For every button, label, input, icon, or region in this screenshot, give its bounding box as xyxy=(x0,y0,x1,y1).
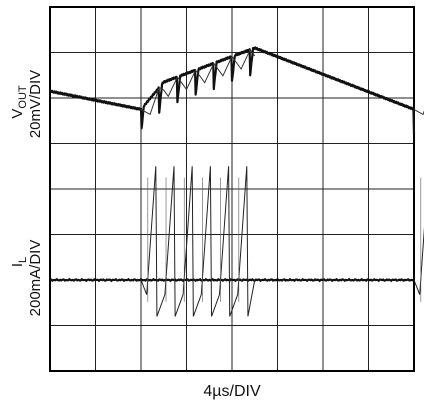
vout-axis-label: VOUT xyxy=(9,85,29,119)
vout-label-sub: OUT xyxy=(17,85,29,109)
il-pulse-burst-1 xyxy=(140,166,256,317)
x-axis-label: 4µs/DIV xyxy=(203,383,261,400)
vout-label-main: V xyxy=(9,109,26,119)
il-scale-label: 200mA/DIV xyxy=(27,240,44,317)
vout-scale-label: 20mV/DIV xyxy=(27,70,44,138)
vout-trace xyxy=(49,46,416,135)
il-pulse-burst-2 xyxy=(413,226,424,295)
il-axis-label: IL xyxy=(9,257,29,267)
il-baseline-trace xyxy=(49,277,415,283)
il-label-sub: L xyxy=(17,257,29,263)
vout-ripple-1 xyxy=(140,48,256,116)
traces xyxy=(49,46,424,317)
il-label-main: I xyxy=(9,263,26,267)
plot-frame xyxy=(49,6,415,372)
vout-ripple-2 xyxy=(413,108,424,116)
